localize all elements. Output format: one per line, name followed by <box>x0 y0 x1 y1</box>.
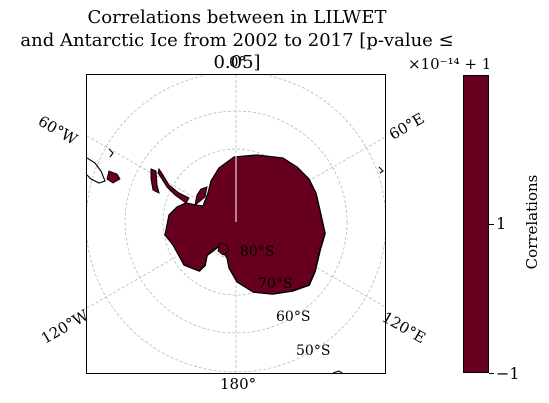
lon-label-180: 180° <box>220 375 257 393</box>
colorbar-label: Correlations <box>523 174 541 270</box>
polar-map <box>87 75 385 373</box>
lon-label-60e: 60°E <box>386 109 428 144</box>
colorbar-tick-mark-1 <box>489 224 494 225</box>
colorbar-offset-label: ×10⁻¹⁴ + 1 <box>408 55 492 73</box>
lat-label-80s: 80°S <box>240 244 275 260</box>
lat-label-70s: 70°S <box>258 276 293 292</box>
map-panel <box>86 74 386 374</box>
colorbar <box>463 75 489 373</box>
map-title-line2: and Antarctic Ice from 2002 to 2017 [p-v… <box>20 30 454 73</box>
colorbar-tick-mark-minus1 <box>489 373 494 374</box>
map-title-line1: Correlations between in LILWET <box>87 7 387 28</box>
antarctica-landmass <box>164 154 326 295</box>
lat-label-60s: 60°S <box>276 309 311 325</box>
lat-label-50s: 50°S <box>296 343 331 359</box>
colorbar-tick-minus1: −1 <box>496 364 520 383</box>
antarctic-peninsula <box>150 167 208 207</box>
south-america-tip <box>87 148 384 373</box>
lon-label-120e: 120°E <box>379 308 429 348</box>
lon-label-60w: 60°W <box>35 112 81 149</box>
islands <box>106 170 230 256</box>
colorbar-tick-1: 1 <box>496 214 507 233</box>
lon-label-120w: 120°W <box>38 306 92 348</box>
lon-label-0: 0° <box>229 53 247 71</box>
